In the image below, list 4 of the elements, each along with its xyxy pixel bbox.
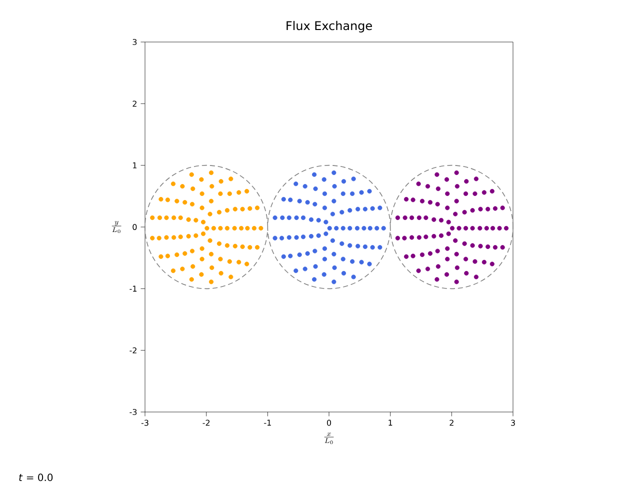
chart-title: Flux Exchange: [286, 20, 372, 32]
y-axis-title: $\frac{y}{L_0}$: [112, 220, 122, 234]
x-axis-title: $\frac{x}{L_0}$: [324, 432, 334, 444]
text: t = 0.0: [19, 474, 53, 482]
